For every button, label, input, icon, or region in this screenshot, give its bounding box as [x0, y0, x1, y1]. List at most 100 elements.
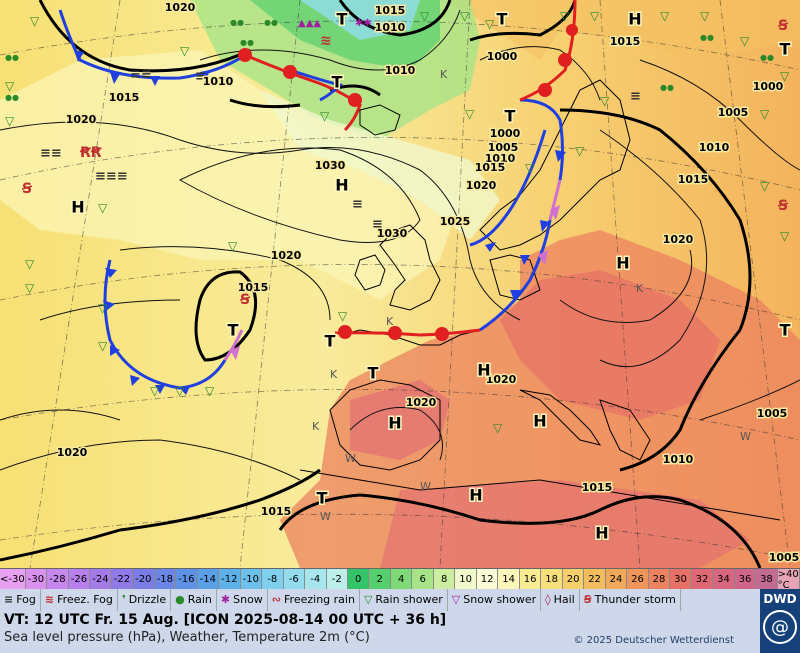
low-pressure-label: T [228, 321, 239, 340]
svg-text:▽: ▽ [465, 107, 475, 121]
low-pressure-label: T [780, 40, 791, 59]
low-pressure-centers: T T T T T T T T T T [226, 8, 792, 509]
scale-cell: 22 [584, 569, 606, 590]
isobar-label: 1020 [466, 179, 497, 192]
scale-cell: 34 [713, 569, 735, 590]
svg-text:Ꞩ: Ꞩ [777, 18, 789, 34]
legend-symbol-icon: Ꞩ [583, 593, 592, 606]
isobar-label: 1015 [475, 161, 506, 174]
legend-label: Drizzle [128, 593, 167, 606]
isobar-label: 1015 [610, 35, 641, 48]
legend-symbol-icon: ≡ [4, 593, 14, 606]
isobar-label: 1000 [753, 80, 784, 93]
scale-cell: -4 [305, 569, 327, 590]
scale-cell: -10 [240, 569, 263, 590]
isobar-label: 1020 [271, 249, 302, 262]
cold-front [58, 9, 246, 80]
high-pressure-label: H [595, 524, 608, 543]
high-pressure-label: H [616, 254, 629, 273]
legend-label: Hail [553, 593, 575, 606]
isobar-label: 1020 [165, 1, 196, 14]
front-symbols [74, 24, 578, 395]
isobar-label: 1020 [57, 446, 88, 459]
legend-label: Snow [233, 593, 263, 606]
low-pressure-label: T [325, 332, 336, 351]
svg-text:▽: ▽ [760, 107, 770, 121]
scale-cell: 8 [433, 569, 456, 590]
svg-text:▽: ▽ [525, 161, 535, 175]
legend-label: Fog [16, 593, 36, 606]
high-pressure-label: H [388, 414, 401, 433]
isobar-label: 1010 [663, 453, 694, 466]
high-pressure-label: H [477, 361, 490, 380]
scale-cell: 16 [519, 569, 542, 590]
scale-cell: 20 [562, 569, 585, 590]
svg-text:▽: ▽ [5, 114, 15, 128]
isobar-label: 1030 [315, 159, 346, 172]
scale-cell: 26 [627, 569, 649, 590]
legend-symbol-icon: ▽ [363, 593, 373, 606]
svg-text:K: K [440, 68, 448, 81]
weather-symbols: ▽▽▽ ▽▽▽ ▽▽ ▽ ▽▽▽ ▽▽▽ ▽▽▽ ▽▽▽ ▽▽▽ ▽▽▽ ▽▽ ▽ … [5, 9, 790, 523]
high-pressure-label: H [71, 198, 84, 217]
legend-item: ∾ Freezing rain [268, 589, 360, 611]
scale-cell: 30 [670, 569, 692, 590]
svg-text:▽: ▽ [205, 384, 215, 398]
svg-text:▽: ▽ [575, 144, 585, 158]
scale-cell: 24 [605, 569, 628, 590]
svg-text:K: K [312, 420, 320, 433]
svg-text:●●: ●● [5, 53, 19, 62]
svg-text:▽: ▽ [5, 79, 15, 93]
svg-text:Ꞩ: Ꞩ [777, 198, 789, 214]
svg-text:●●: ●● [230, 18, 244, 27]
isobar-label: 1005 [488, 141, 519, 154]
isobar-label: 1015 [678, 173, 709, 186]
scale-cell: 36 [734, 569, 757, 590]
svg-text:▽: ▽ [420, 9, 430, 23]
low-pressure-label: T [368, 364, 379, 383]
legend-symbol-icon: ❜ [121, 593, 126, 606]
low-pressure-label: T [317, 489, 328, 508]
svg-text:▽: ▽ [485, 17, 495, 31]
isobar-label: 1015 [582, 481, 613, 494]
cold-front [289, 68, 343, 102]
svg-text:▲▲▲: ▲▲▲ [298, 18, 321, 29]
scale-cell: 6 [412, 569, 434, 590]
svg-text:W: W [420, 480, 431, 493]
scale-cell: >40 °C [777, 568, 800, 591]
isobar-label: 1010 [699, 141, 730, 154]
low-pressure-label: T [497, 10, 508, 29]
legend-symbol-icon: ◊ [545, 593, 551, 606]
scale-cell: -24 [90, 569, 112, 590]
cold-front [519, 98, 564, 181]
svg-text:≡: ≡ [195, 69, 206, 84]
svg-text:▽: ▽ [98, 339, 108, 353]
scale-cell: -2 [326, 569, 348, 590]
legend-label: Thunder storm [594, 593, 676, 606]
svg-text:●●: ●● [240, 38, 254, 47]
svg-text:▽: ▽ [320, 109, 330, 123]
high-pressure-label: H [335, 176, 348, 195]
scale-cell: 2 [369, 569, 391, 590]
svg-text:▽: ▽ [98, 201, 108, 215]
svg-text:▽: ▽ [25, 281, 35, 295]
low-pressure-label: T [780, 321, 791, 340]
svg-text:▽: ▽ [760, 179, 770, 193]
temperature-field [260, 90, 500, 240]
occluded-front [223, 329, 244, 361]
legend-symbol-icon: ✱ [220, 593, 231, 606]
info-panel: VT: 12 UTC Fr. 15 Aug. [ICON 2025-08-14 … [0, 611, 760, 653]
svg-text:▽: ▽ [740, 34, 750, 48]
svg-text:●●: ●● [760, 53, 774, 62]
cold-front [469, 129, 547, 247]
scale-cell: 28 [648, 569, 671, 590]
svg-text:K: K [386, 315, 394, 328]
isobar-label: 1020 [486, 373, 517, 386]
isobar-label: 1030 [377, 227, 408, 240]
map-subtitle: Sea level pressure (hPa), Weather, Tempe… [4, 630, 370, 645]
isobar-label: 1015 [238, 281, 269, 294]
legend-label: Rain [187, 593, 212, 606]
legend-item: ❜ Drizzle [118, 589, 172, 611]
svg-text:▽: ▽ [700, 9, 710, 23]
